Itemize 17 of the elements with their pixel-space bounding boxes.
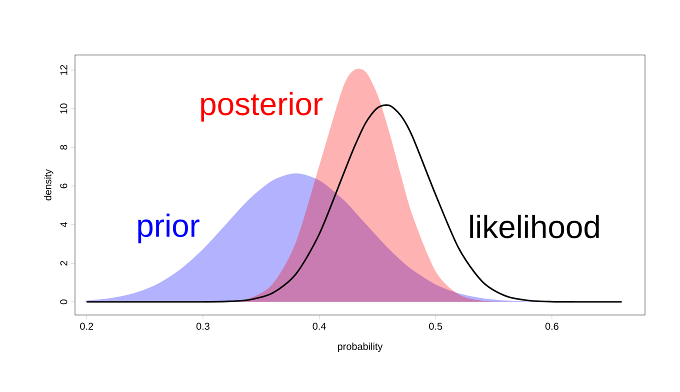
x-axis-title: probability — [338, 342, 383, 352]
x-tick-label: 0.3 — [196, 322, 210, 330]
y-axis-title: density — [44, 169, 54, 200]
x-tick-label: 0.5 — [429, 322, 442, 330]
series-label: prior — [138, 214, 200, 244]
y-tick-label: 12 — [60, 65, 68, 75]
y-tick-label: 4 — [60, 222, 68, 228]
x-tick-label: 0.2 — [80, 322, 94, 330]
series-label: posterior — [201, 92, 323, 122]
x-tick-label: 0.4 — [312, 322, 326, 330]
y-tick-label: 6 — [60, 184, 68, 188]
y-tick-label: 0 — [60, 299, 68, 304]
y-tick-label: 10 — [60, 104, 68, 114]
y-tick-label: 2 — [60, 260, 68, 266]
x-tick-label: 0.6 — [545, 322, 558, 330]
series-label: likelihood — [470, 214, 599, 238]
y-tick-label: 8 — [60, 144, 68, 150]
